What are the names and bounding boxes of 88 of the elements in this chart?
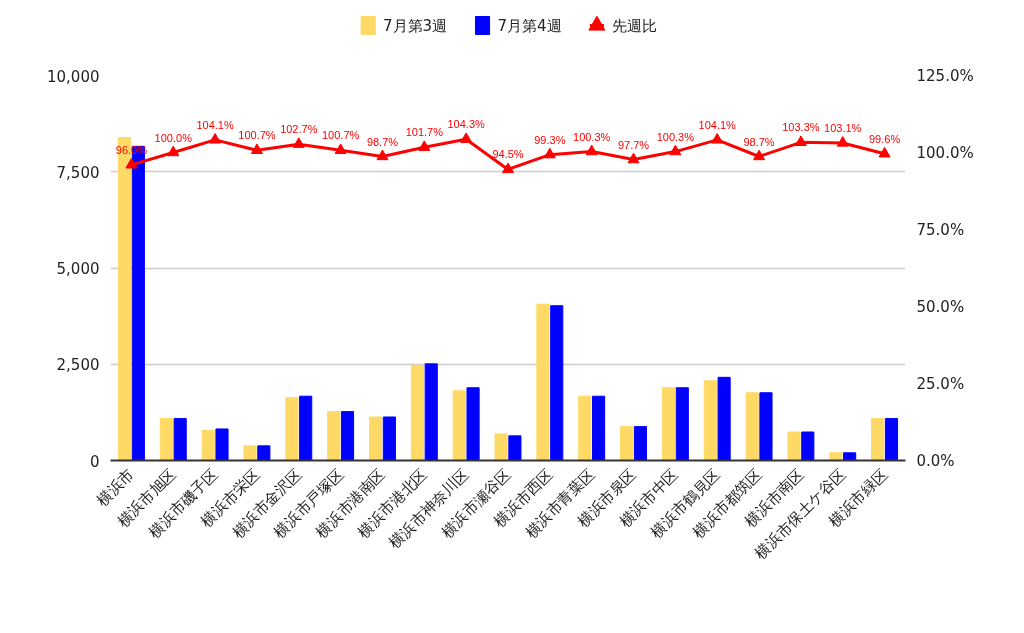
point <box>794 135 807 147</box>
data-label: 102.7% <box>280 123 318 136</box>
point <box>460 132 473 143</box>
point <box>292 137 305 148</box>
data-label: 100.7% <box>321 129 360 142</box>
y2-tick-label: 25.0% <box>916 374 965 393</box>
bar <box>550 305 564 461</box>
legend-label: 7月第4週 <box>497 16 562 35</box>
bar <box>675 387 689 461</box>
y-tick-label: 0 <box>89 452 100 471</box>
bar <box>703 380 717 461</box>
data-label: 99.6% <box>868 132 901 145</box>
bar <box>410 364 424 461</box>
bar <box>173 418 187 461</box>
y-tick-label: 10,000 <box>47 67 100 86</box>
bar <box>257 445 271 461</box>
point <box>334 143 347 155</box>
bar <box>494 433 508 461</box>
point <box>627 152 640 164</box>
point <box>753 149 766 161</box>
y2-tick-label: 125.0% <box>916 66 974 85</box>
y2-tick-label: 0.0% <box>916 451 955 470</box>
y-tick-label: 2,500 <box>56 356 100 375</box>
point <box>250 143 263 155</box>
data-label: 104.1% <box>698 118 737 131</box>
y-tick-label: 7,500 <box>56 163 100 182</box>
bar <box>661 387 676 461</box>
data-label: 100.0% <box>154 131 193 144</box>
data-label: 98.7% <box>743 135 775 148</box>
legend-label: 先週比 <box>611 16 657 35</box>
data-label: 99.3% <box>534 133 566 146</box>
bar <box>159 418 173 461</box>
bar <box>578 395 592 461</box>
point <box>878 146 891 158</box>
y-tick-label: 5,000 <box>56 260 100 278</box>
bar <box>759 392 773 461</box>
bar <box>215 428 229 461</box>
bar <box>843 452 857 461</box>
y2-tick-label: 75.0% <box>916 220 965 239</box>
data-label: 100.7% <box>238 129 276 142</box>
data-label: 100.3% <box>656 130 695 143</box>
bar <box>717 376 731 461</box>
bar <box>327 411 341 461</box>
point <box>418 140 431 151</box>
data-label: 96.0% <box>115 143 148 156</box>
bar <box>466 387 480 461</box>
bar <box>871 418 885 461</box>
data-label: 104.1% <box>196 118 234 131</box>
point <box>836 136 849 147</box>
bar <box>243 445 257 461</box>
bar <box>424 363 438 461</box>
point <box>209 133 222 144</box>
y2-tick-label: 100.0% <box>916 143 974 162</box>
bar <box>801 431 815 461</box>
data-label: 98.7% <box>366 135 399 148</box>
point <box>167 145 180 157</box>
point <box>585 144 598 156</box>
bar <box>884 418 899 461</box>
bar <box>620 426 634 461</box>
point <box>711 133 724 144</box>
bar <box>369 416 383 461</box>
bar <box>592 395 606 461</box>
data-label: 97.7% <box>617 138 650 151</box>
point <box>669 144 682 156</box>
point <box>125 157 138 169</box>
data-label: 101.7% <box>405 126 444 139</box>
point <box>502 162 514 174</box>
bar <box>285 397 299 461</box>
bar <box>452 390 466 461</box>
data-label: 94.5% <box>492 148 524 161</box>
bar <box>787 431 801 461</box>
bar <box>536 303 550 461</box>
data-label: 100.3% <box>573 130 611 143</box>
bar <box>299 395 313 461</box>
bar <box>340 411 355 461</box>
bar <box>201 429 215 461</box>
legend-label: 7月第3週 <box>383 16 448 35</box>
data-label: 104.3% <box>447 118 486 131</box>
bar <box>382 416 396 461</box>
bar <box>633 426 647 461</box>
point <box>543 147 556 159</box>
y2-tick-label: 50.0% <box>916 297 965 316</box>
bar <box>745 392 759 461</box>
data-label: 103.1% <box>824 121 862 134</box>
data-label: 103.3% <box>782 121 820 134</box>
point <box>376 149 389 161</box>
bar <box>508 435 522 461</box>
bar <box>829 452 843 461</box>
